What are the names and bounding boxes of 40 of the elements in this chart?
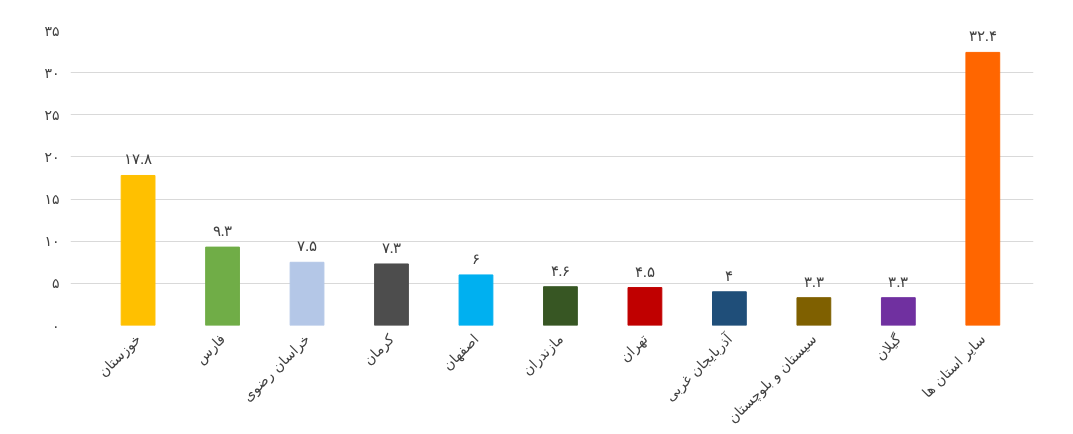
bar [120, 174, 156, 326]
x-tick-label: خوزستان [94, 330, 145, 381]
data-label: ۷.۵ [297, 238, 317, 255]
data-label: ۳۲.۴ [968, 28, 997, 45]
data-label: ۳.۳ [803, 273, 824, 290]
y-tick-label: ۲۵ [44, 106, 60, 123]
bar [627, 287, 663, 326]
y-tick-label: ۲۰ [44, 148, 60, 165]
data-label: ۶ [471, 250, 480, 267]
y-tick-label: ۳۰ [44, 64, 60, 81]
data-label: ۴.۵ [635, 263, 655, 280]
data-label: ۱۷.۸ [124, 151, 152, 168]
bar [965, 51, 1001, 326]
data-label: ۴.۶ [550, 262, 571, 279]
y-tick-label: ۱۰ [44, 233, 60, 250]
bar [458, 274, 494, 326]
data-label: ۳.۳ [888, 273, 909, 290]
y-tick-label: ۰ [51, 317, 60, 334]
bar [289, 261, 325, 326]
x-tick-label: مازندران [518, 330, 567, 379]
y-tick-label: ۳۵ [44, 22, 60, 39]
bar [796, 297, 832, 326]
data-label: ۷.۳ [381, 239, 402, 256]
data-label: ۹.۳ [212, 223, 233, 240]
data-label: ۴ [725, 267, 734, 284]
y-tick-label: ۵ [51, 275, 60, 292]
bar [205, 246, 240, 326]
bar [374, 263, 409, 326]
x-tick-label: تهران [616, 330, 652, 366]
x-tick-label: آذربایجان غربی [661, 330, 737, 405]
x-tick-label: گیلان [871, 330, 905, 364]
x-tick-label: خراسان رضوی [239, 330, 314, 405]
x-tick-label: اصفهان [439, 330, 483, 374]
x-tick-label: سایر استان ها [918, 330, 990, 402]
bar [880, 297, 916, 326]
x-tick-label: کرمان [360, 330, 399, 369]
x-tick-label: فارس [192, 330, 229, 368]
bar [712, 291, 747, 326]
bar [543, 286, 578, 326]
y-tick-label: ۱۵ [44, 191, 60, 208]
